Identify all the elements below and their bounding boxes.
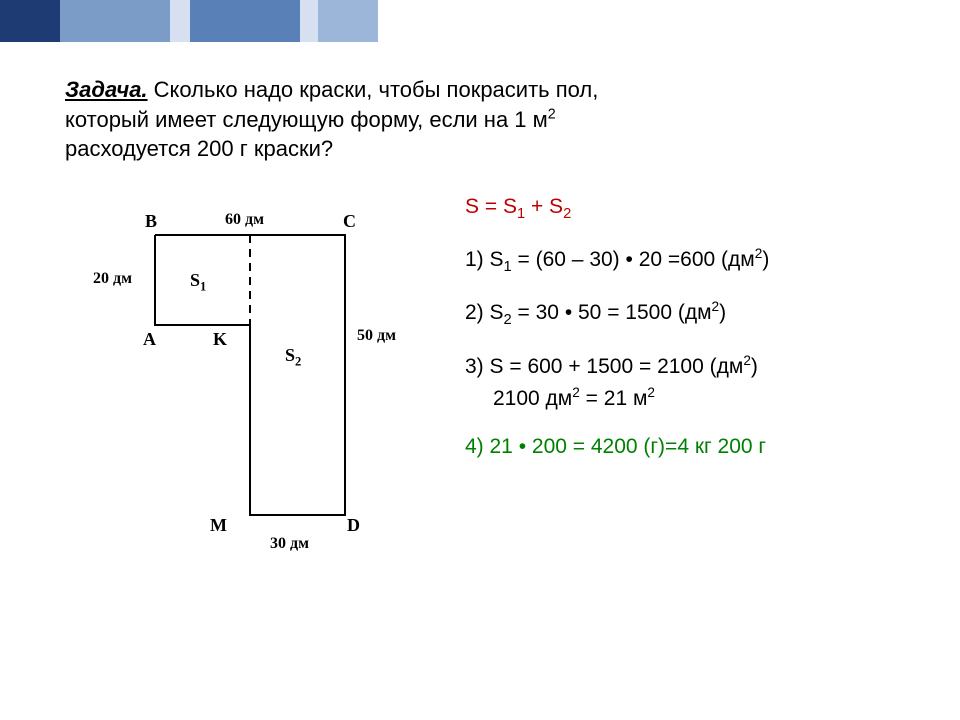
problem-text: Задача. Сколько надо краски, чтобы покра… bbox=[65, 75, 920, 164]
step-2: 2) S2 = 30 • 50 = 1500 (дм2) bbox=[465, 299, 935, 328]
topbar-seg bbox=[0, 0, 60, 42]
step-formula: S = S1 + S2 bbox=[465, 195, 935, 222]
topbar-seg bbox=[170, 0, 190, 42]
dim-top: 60 дм bbox=[225, 211, 264, 229]
dim-left: 20 дм bbox=[93, 270, 132, 288]
dim-bottom: 30 дм bbox=[270, 535, 309, 553]
step-3: 3) S = 600 + 1500 = 2100 (дм2) bbox=[465, 353, 935, 379]
region-s2: S2 bbox=[285, 345, 301, 370]
topbar-seg bbox=[318, 0, 378, 42]
pt-B: B bbox=[145, 211, 157, 232]
region-s1: S1 bbox=[190, 270, 206, 295]
topbar-seg bbox=[190, 0, 300, 42]
solution-steps: S = S1 + S2 1) S1 = (60 – 30) • 20 =600 … bbox=[465, 195, 935, 483]
pt-M: M bbox=[210, 515, 227, 536]
floor-diagram: B C A K M D 60 дм 20 дм 50 дм 30 дм S1 S… bbox=[85, 205, 425, 605]
topbar-seg bbox=[300, 0, 318, 42]
problem-line1: Сколько надо краски, чтобы покрасить пол… bbox=[148, 77, 599, 102]
diagram-svg bbox=[85, 205, 425, 605]
pt-K: K bbox=[213, 329, 227, 350]
pt-C: C bbox=[343, 211, 356, 232]
problem-line2: который имеет следующую форму, если на 1… bbox=[65, 107, 548, 132]
decorative-top-bar bbox=[0, 0, 960, 42]
pt-D: D bbox=[347, 515, 360, 536]
step-3b: 2100 дм2 = 21 м2 bbox=[493, 385, 935, 411]
problem-sup: 2 bbox=[548, 106, 556, 122]
step-1: 1) S1 = (60 – 30) • 20 =600 (дм2) bbox=[465, 246, 935, 275]
pt-A: A bbox=[143, 329, 156, 350]
step-4: 4) 21 • 200 = 4200 (г)=4 кг 200 г bbox=[465, 435, 935, 459]
slide-content: Задача. Сколько надо краски, чтобы покра… bbox=[65, 75, 920, 164]
topbar-seg bbox=[60, 0, 170, 42]
problem-lead: Задача. bbox=[65, 77, 148, 102]
problem-line3: расходуется 200 г краски? bbox=[65, 136, 333, 161]
dim-right: 50 дм bbox=[357, 327, 396, 345]
